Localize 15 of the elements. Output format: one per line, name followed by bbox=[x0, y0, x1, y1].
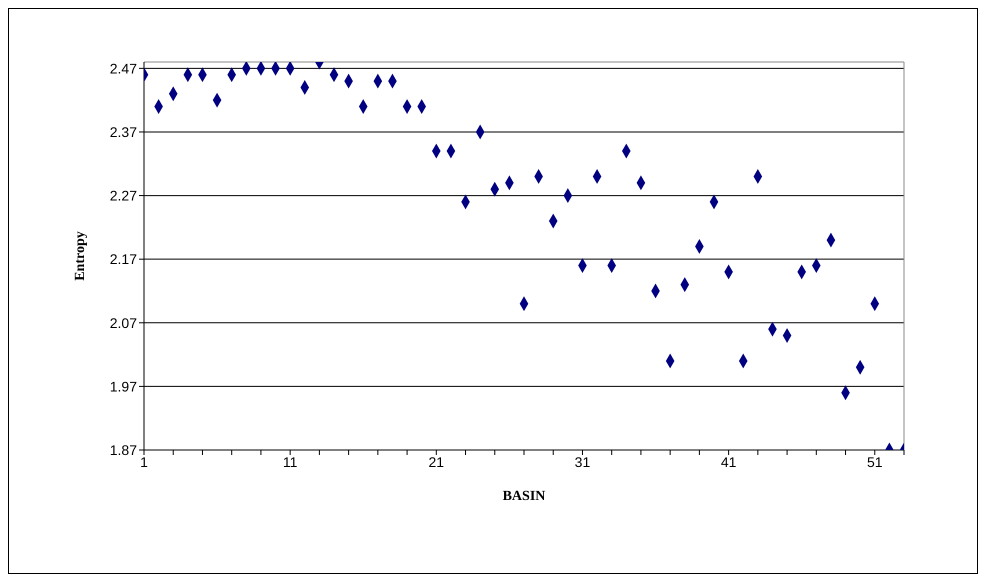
y-tick-label: 2.17 bbox=[110, 251, 138, 268]
x-axis-title: BASIN bbox=[502, 489, 546, 504]
y-tick-label: 2.27 bbox=[110, 188, 138, 204]
x-tick-label: 1 bbox=[140, 454, 148, 470]
y-tick-label: 2.47 bbox=[110, 60, 138, 76]
x-tick-label: 51 bbox=[866, 454, 883, 470]
x-tick-label: 31 bbox=[574, 454, 590, 470]
y-tick-label: 2.07 bbox=[110, 314, 138, 331]
x-tick-label: 21 bbox=[428, 454, 444, 470]
y-tick-label: 1.97 bbox=[110, 378, 138, 394]
x-tick-label: 41 bbox=[720, 454, 737, 470]
y-axis-title: Entropy bbox=[72, 231, 88, 281]
y-tick-label: 1.87 bbox=[110, 442, 138, 458]
y-tick-label: 2.37 bbox=[110, 124, 138, 140]
x-tick-label: 11 bbox=[282, 454, 298, 470]
